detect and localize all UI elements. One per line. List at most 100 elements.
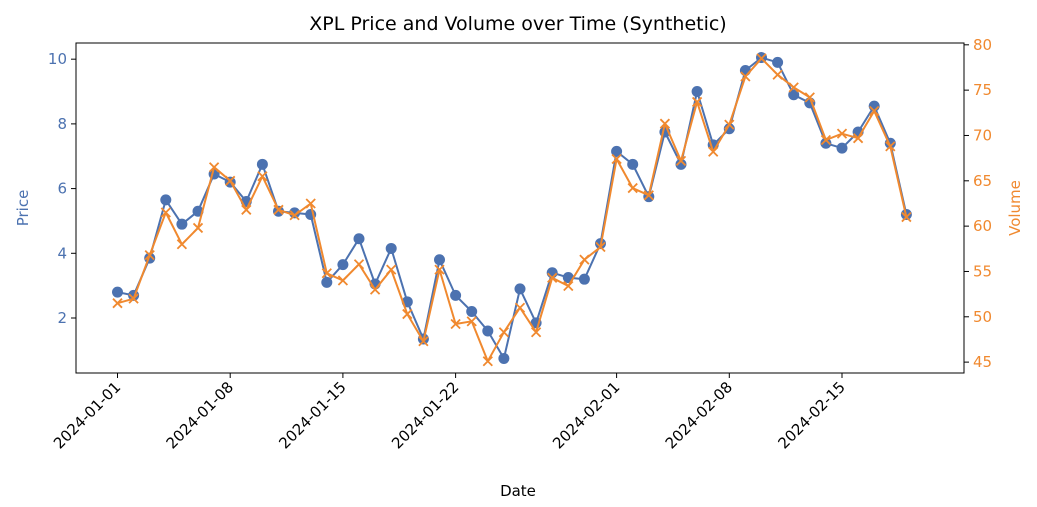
- volume-point: [305, 198, 316, 209]
- price-point: [820, 137, 832, 149]
- volume-point: [498, 327, 510, 338]
- price-point: [289, 207, 301, 219]
- volume-point: [434, 264, 445, 275]
- x-tick-label: 2024-01-22: [388, 378, 462, 452]
- volume-point: [241, 204, 252, 215]
- volume-point: [691, 96, 703, 108]
- left-tick-label: 8: [57, 115, 67, 133]
- volume-point: [563, 280, 574, 292]
- volume-point: [418, 336, 429, 347]
- volume-point: [756, 53, 767, 64]
- volume-point: [257, 171, 268, 182]
- price-point: [691, 86, 703, 98]
- right-tick-label: 50: [973, 308, 992, 326]
- volume-point: [321, 268, 332, 279]
- volume-point: [225, 175, 236, 186]
- price-point: [256, 158, 268, 170]
- volume-point: [482, 356, 493, 367]
- volume-point: [337, 275, 349, 286]
- volume-point: [836, 128, 848, 139]
- volume-point: [450, 318, 461, 330]
- price-point: [176, 218, 188, 230]
- volume-point: [659, 118, 671, 129]
- price-point: [498, 352, 510, 364]
- volume-point: [885, 141, 896, 152]
- price-point: [675, 158, 687, 170]
- left-tick-label: 6: [57, 180, 67, 198]
- price-point: [353, 233, 365, 245]
- volume-point: [869, 105, 880, 117]
- left-y-axis: 2 4 6 8 10: [48, 50, 76, 327]
- left-tick-label: 4: [57, 244, 67, 262]
- volume-point: [788, 82, 799, 93]
- series-layer: [112, 52, 912, 367]
- volume-point: [595, 241, 606, 253]
- x-tick-label: 2024-02-08: [662, 378, 736, 452]
- volume-point: [402, 308, 413, 320]
- volume-point: [547, 272, 558, 283]
- price-point: [772, 56, 784, 68]
- volume-point: [128, 293, 139, 304]
- price-point: [321, 276, 333, 288]
- volume-point: [804, 92, 815, 103]
- volume-point: [852, 133, 864, 144]
- volume-point: [708, 146, 719, 157]
- volume-point: [611, 153, 622, 165]
- price-point: [514, 283, 526, 295]
- volume-point: [740, 71, 751, 82]
- right-tick-label: 80: [973, 36, 992, 54]
- price-point: [482, 325, 494, 337]
- left-tick-label: 2: [57, 309, 67, 327]
- price-point: [385, 242, 397, 254]
- right-tick-label: 65: [973, 172, 992, 190]
- price-point: [112, 286, 123, 298]
- volume-point: [675, 155, 687, 166]
- price-line: [117, 56, 908, 360]
- price-point: [273, 205, 284, 217]
- price-point: [836, 142, 848, 154]
- volume-point: [369, 284, 381, 295]
- volume-point: [273, 204, 284, 215]
- right-tick-label: 70: [973, 126, 992, 144]
- price-point: [788, 89, 800, 101]
- volume-point: [192, 222, 204, 234]
- volume-point: [112, 298, 123, 309]
- price-point: [611, 145, 623, 157]
- volume-point: [144, 250, 155, 261]
- x-tick-label: 2024-01-15: [275, 378, 349, 452]
- volume-point: [386, 264, 397, 275]
- plot-frame: [75, 42, 965, 374]
- volume-line: [117, 57, 908, 363]
- volume-point: [208, 162, 220, 173]
- price-point: [337, 259, 349, 271]
- x-axis: 2024-01-01 2024-01-08 2024-01-15 2024-01-22…: [50, 373, 849, 452]
- volume-point: [643, 190, 654, 201]
- price-point: [627, 158, 639, 170]
- x-tick-label: 2024-01-08: [163, 378, 237, 452]
- left-tick-label: 10: [48, 50, 67, 68]
- volume-point: [579, 254, 590, 265]
- right-y-axis-label: Volume: [1006, 180, 1024, 236]
- price-point: [160, 194, 172, 206]
- price-point: [723, 123, 735, 135]
- right-tick-label: 55: [973, 262, 992, 280]
- volume-point: [901, 211, 912, 223]
- price-point: [450, 289, 462, 301]
- volume-point: [514, 302, 526, 313]
- right-tick-label: 75: [973, 81, 992, 99]
- volume-point: [466, 316, 477, 327]
- price-point: [739, 65, 751, 76]
- x-tick-label: 2024-02-01: [549, 378, 623, 452]
- volume-point: [820, 134, 832, 146]
- x-axis-label: Date: [500, 482, 536, 500]
- volume-point: [627, 182, 638, 194]
- right-tick-label: 60: [973, 217, 992, 235]
- volume-point: [353, 259, 365, 270]
- volume-point: [176, 239, 188, 250]
- price-point: [434, 254, 445, 266]
- volume-point: [289, 210, 300, 221]
- price-point: [578, 273, 590, 285]
- volume-point: [530, 327, 542, 338]
- chart-title: XPL Price and Volume over Time (Syntheti…: [309, 13, 726, 35]
